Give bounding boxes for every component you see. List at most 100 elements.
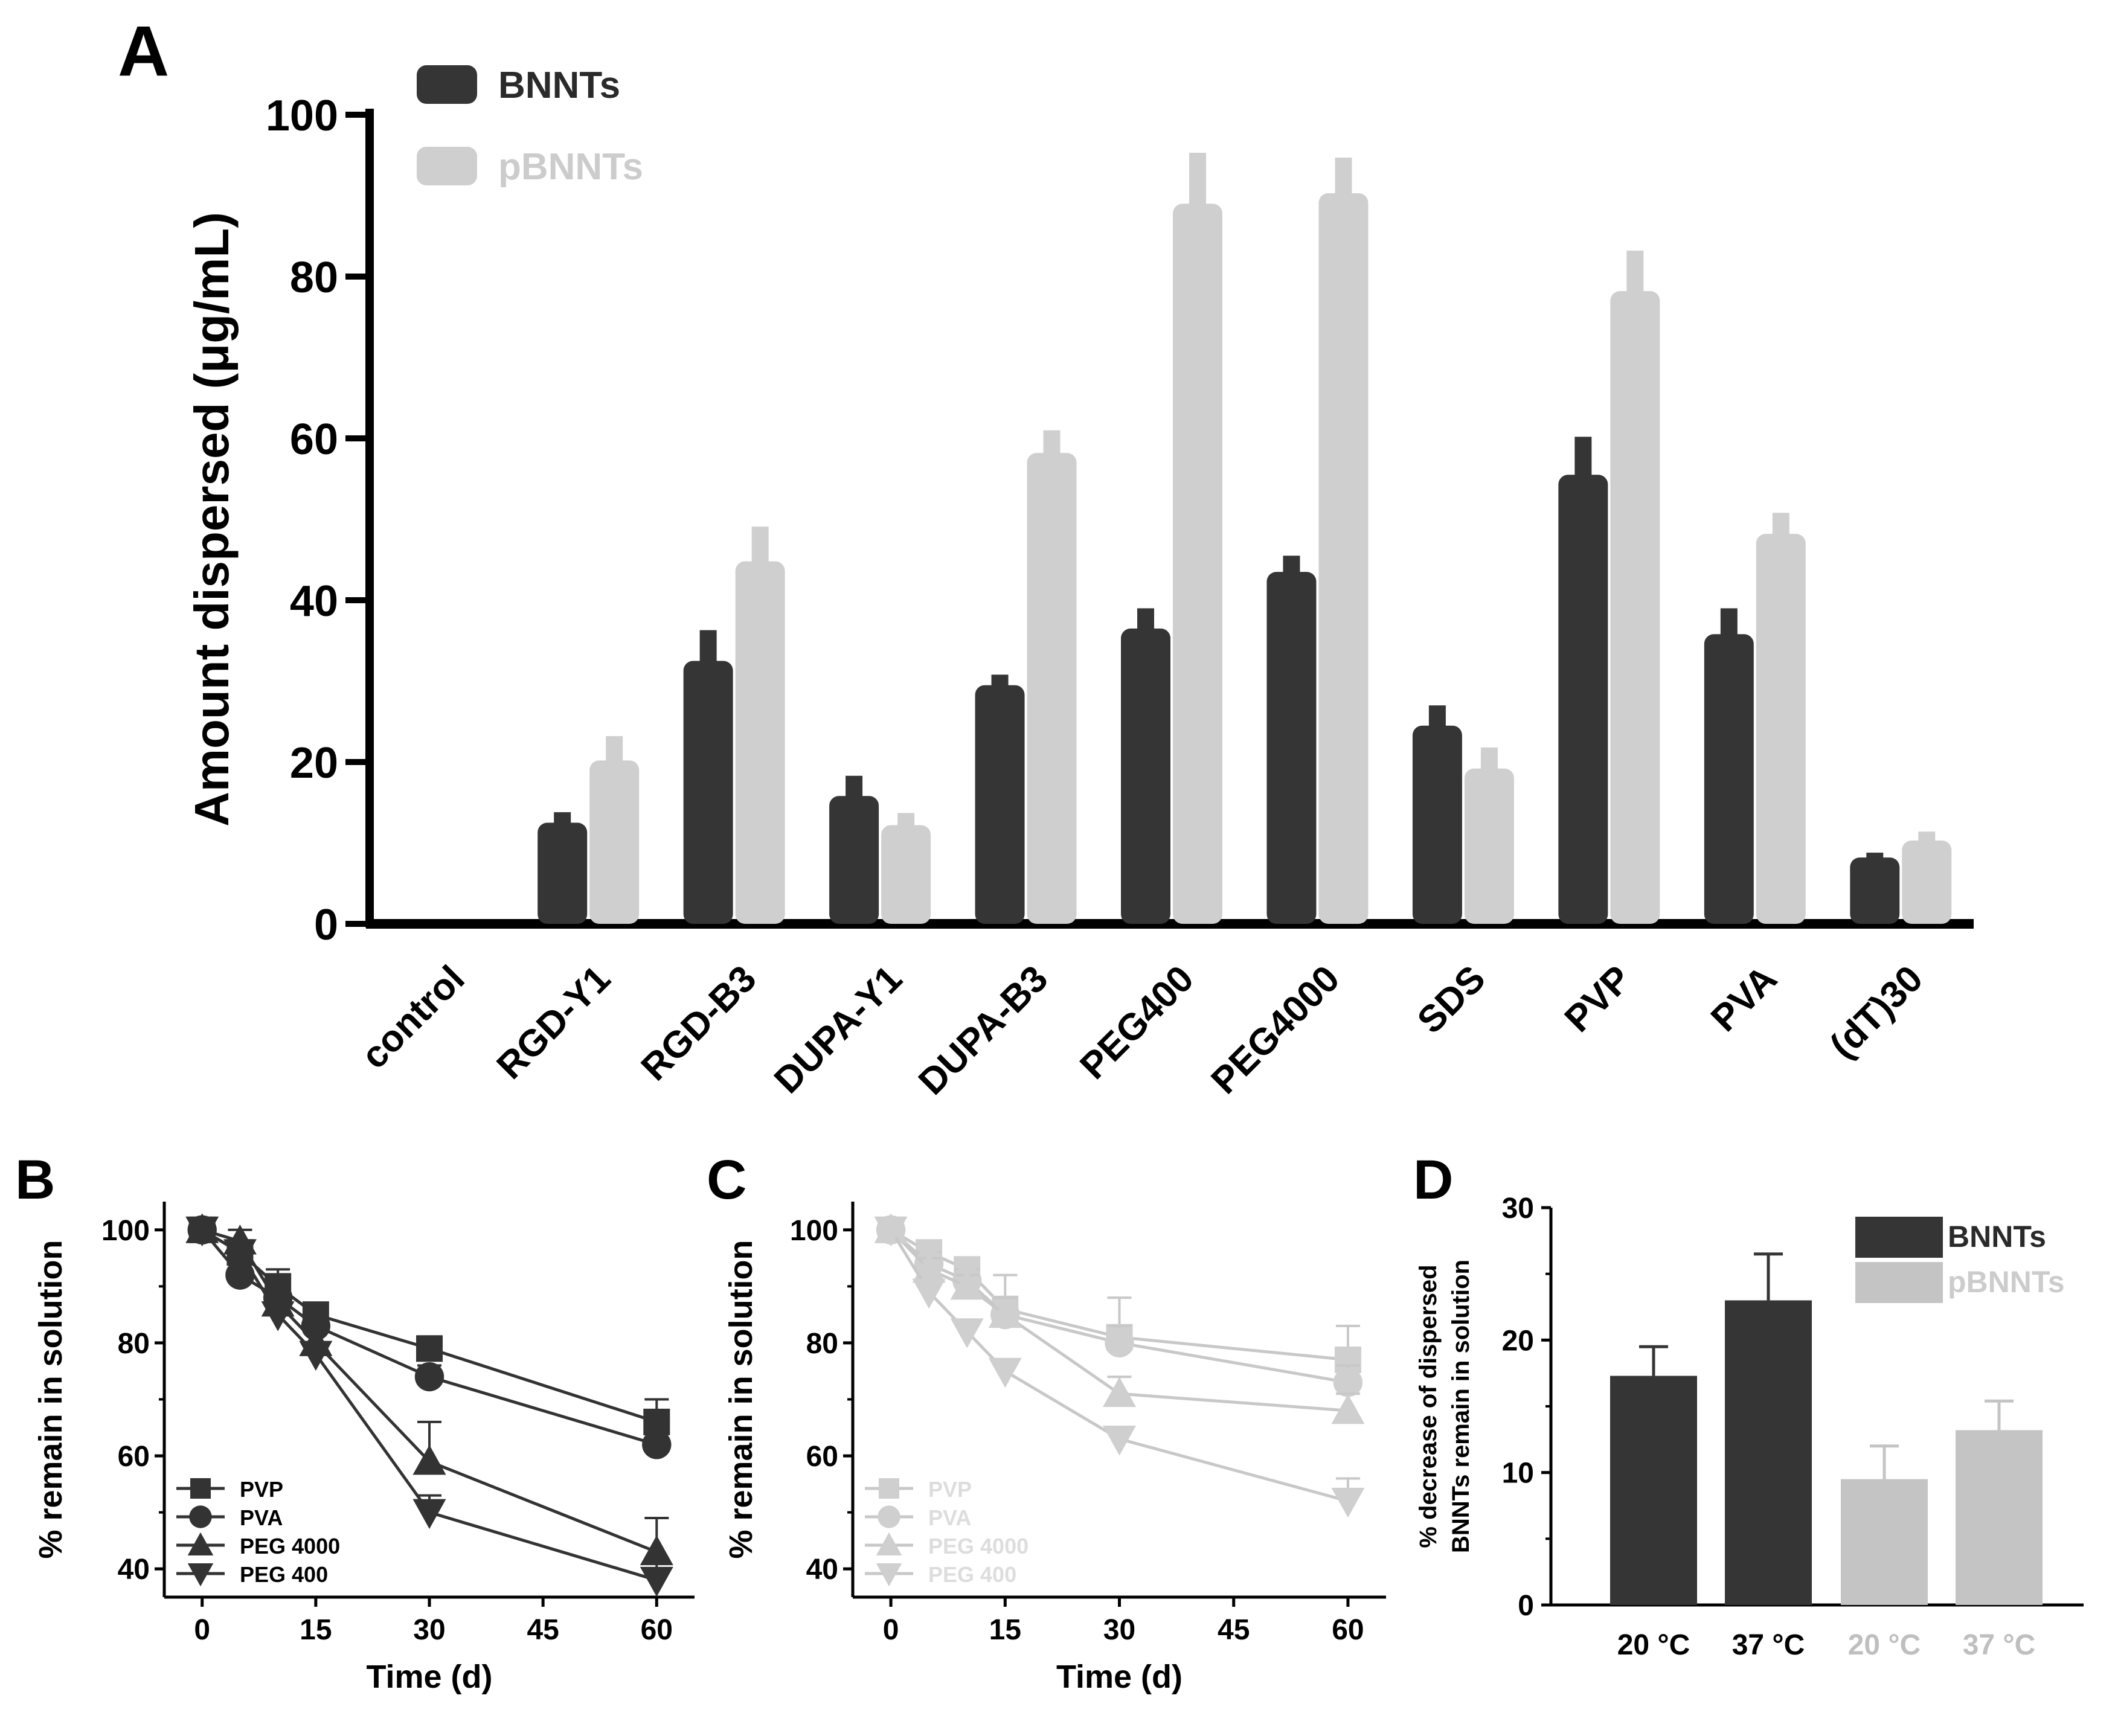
- bar: [1412, 725, 1462, 924]
- y-tick-label: 30: [1502, 1193, 1534, 1225]
- x-tick-label: PVP: [1557, 958, 1640, 1040]
- data-point: [1105, 1328, 1134, 1358]
- x-tick-label: control: [353, 958, 472, 1077]
- y-tick-label: 40: [806, 1554, 838, 1586]
- bar: [683, 661, 733, 924]
- y-axis-label: % decrease of dispersed: [1415, 1264, 1442, 1548]
- bar: [735, 561, 785, 924]
- data-point: [1331, 1487, 1365, 1518]
- data-point: [416, 1335, 443, 1362]
- legend-marker: [187, 1563, 214, 1587]
- bar: [1756, 534, 1806, 924]
- data-point: [950, 1318, 984, 1348]
- x-tick-label: 45: [527, 1614, 559, 1646]
- bar: [1704, 634, 1754, 924]
- bar: [1318, 193, 1369, 924]
- legend-marker: [876, 1563, 902, 1587]
- x-tick-label: 0: [883, 1614, 899, 1646]
- panel-label: B: [15, 1149, 55, 1211]
- data-point: [640, 1566, 673, 1597]
- x-tick-label: 30: [1103, 1614, 1135, 1646]
- legend-swatch: [417, 65, 477, 104]
- data-point: [414, 1362, 445, 1392]
- legend-label: PEG 4000: [928, 1534, 1029, 1558]
- bar: [1956, 1430, 2043, 1605]
- legend-label: PEG 400: [928, 1562, 1016, 1587]
- panel-d: D 0 10 20 30 % decrease of dispersed BNNTs rem…: [1413, 1149, 2084, 1661]
- error-bar: [699, 630, 717, 667]
- y-tick-label: 80: [290, 254, 338, 302]
- y-tick-label: 60: [806, 1441, 838, 1473]
- legend-label: BNNTs: [498, 65, 620, 106]
- data-point: [225, 1260, 255, 1290]
- x-tick-label: 15: [300, 1614, 332, 1646]
- bar: [1610, 291, 1660, 924]
- x-tick-label: 37 °C: [1732, 1629, 1805, 1661]
- legend-label: PVP: [928, 1477, 972, 1502]
- x-tick-label: RGD-Y1: [489, 958, 618, 1087]
- x-tick-label: PVA: [1703, 958, 1785, 1040]
- legend-label: BNNTs: [1948, 1220, 2046, 1254]
- legend-marker: [876, 1532, 902, 1555]
- bar: [1173, 203, 1222, 924]
- legend-label: pBNNTs: [498, 146, 643, 188]
- series-line: [890, 1229, 1349, 1412]
- bar: [1841, 1479, 1928, 1605]
- legend-label: PVA: [240, 1505, 283, 1530]
- x-tick-label: DUPA-Y1: [766, 958, 910, 1101]
- legend-swatch: [1855, 1262, 1943, 1303]
- legend-label: PVA: [928, 1505, 971, 1530]
- data-point: [299, 1340, 333, 1371]
- x-tick-label: PEG400: [1072, 958, 1202, 1087]
- legend-swatch: [417, 147, 477, 185]
- error-bar: [1189, 152, 1206, 210]
- y-axis-label: % remain in solution: [33, 1240, 69, 1558]
- y-tick-label: 100: [790, 1215, 838, 1247]
- bar: [1902, 840, 1952, 924]
- y-tick-label: 0: [314, 901, 338, 949]
- data-point: [1103, 1377, 1136, 1408]
- legend-marker: [878, 1505, 900, 1528]
- data-point: [912, 1252, 946, 1283]
- data-point: [874, 1216, 908, 1247]
- bar: [1121, 628, 1170, 924]
- x-tick-label: 0: [194, 1614, 210, 1646]
- bar: [1027, 453, 1077, 924]
- data-point: [412, 1444, 446, 1475]
- bar: [538, 822, 588, 924]
- data-point: [1331, 1394, 1365, 1424]
- panel-c: C 40 60 80 100 0 15 30 45 60 Time (d) % remain in s…: [707, 1149, 1386, 1695]
- y-tick-label: 20: [1502, 1325, 1534, 1357]
- x-tick-label: 37 °C: [1963, 1629, 2036, 1661]
- bar: [1464, 768, 1514, 924]
- legend-marker: [187, 1532, 214, 1555]
- y-tick-label: 60: [118, 1441, 150, 1473]
- y-axis-label: BNNTs remain in solution: [1448, 1260, 1474, 1553]
- data-point: [185, 1216, 219, 1247]
- data-point: [412, 1499, 446, 1529]
- error-bar: [1574, 437, 1592, 481]
- data-point: [640, 1535, 673, 1566]
- y-tick-label: 20: [290, 739, 338, 787]
- data-point: [223, 1239, 257, 1269]
- panel-b: B 40 60 80 100 0 15 30 45 60 Time (d) % remain in s…: [15, 1149, 695, 1695]
- x-tick-label: 60: [641, 1614, 673, 1646]
- bar: [881, 825, 931, 924]
- panel-label: A: [118, 11, 169, 91]
- bar: [1850, 857, 1900, 924]
- x-tick-label: DUPA-B3: [911, 958, 1056, 1103]
- y-axis-label: % remain in solution: [723, 1240, 759, 1558]
- y-tick-label: 80: [806, 1328, 838, 1360]
- data-point: [912, 1278, 946, 1309]
- data-point: [950, 1269, 984, 1300]
- legend-label: PEG 4000: [240, 1534, 340, 1558]
- x-tick-label: 20 °C: [1617, 1629, 1690, 1661]
- legend-label: PVP: [240, 1477, 283, 1502]
- bar: [975, 685, 1025, 924]
- bar: [589, 760, 640, 924]
- legend-label: PEG 400: [240, 1562, 328, 1587]
- x-tick-label: SDS: [1410, 958, 1494, 1042]
- bar: [1725, 1300, 1812, 1605]
- panel-a: A 0 20 40 60 80 100 Amount dispersed (μg/mL) con…: [118, 11, 1974, 1103]
